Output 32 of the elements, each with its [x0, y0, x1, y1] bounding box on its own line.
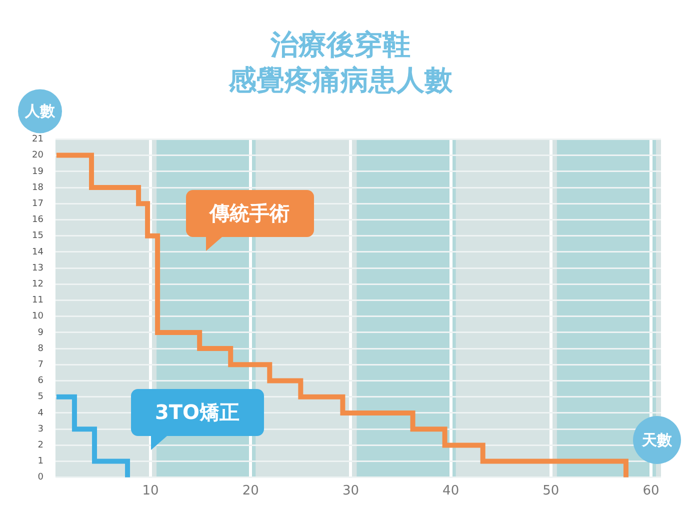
- y-tick-label: 13: [32, 263, 44, 274]
- y-tick-label: 20: [32, 150, 44, 161]
- x-tick-label: 40: [442, 484, 460, 499]
- y-tick-label: 16: [32, 215, 44, 226]
- x-axis-title: 天數: [641, 430, 673, 449]
- x-tick-label: 30: [342, 484, 359, 499]
- y-tick-label: 0: [38, 472, 44, 483]
- y-tick-label: 3: [38, 424, 44, 434]
- y-tick-label: 11: [32, 296, 44, 306]
- y-tick-label: 2: [38, 440, 44, 451]
- y-tick-label: 19: [32, 166, 44, 177]
- y-tick-label: 21: [32, 134, 44, 145]
- y-tick-label: 18: [32, 182, 44, 193]
- x-tick-label: 10: [142, 484, 159, 499]
- y-tick-label: 10: [32, 312, 44, 322]
- x-tick-label: 20: [242, 484, 259, 499]
- chart-subtitle: 感覺疼痛病患人數: [228, 64, 454, 97]
- x-tick-label: 50: [542, 484, 560, 499]
- x-tick-label: 60: [642, 484, 660, 499]
- y-tick-label: 8: [38, 344, 44, 354]
- y-tick-label: 14: [32, 247, 44, 258]
- y-tick-label: 12: [32, 279, 44, 290]
- y-tick-label: 7: [38, 360, 44, 370]
- y-tick-label: 1: [38, 456, 44, 467]
- chart-title: 治療後穿鞋: [270, 28, 410, 62]
- y-tick-label: 15: [32, 231, 44, 242]
- y-tick-label: 9: [38, 328, 44, 338]
- y-tick-label: 6: [38, 376, 44, 386]
- y-tick-label: 5: [38, 392, 44, 402]
- y-tick-label: 17: [32, 198, 44, 209]
- y-axis-title: 人數: [24, 102, 56, 120]
- y-tick-label: 4: [38, 408, 44, 418]
